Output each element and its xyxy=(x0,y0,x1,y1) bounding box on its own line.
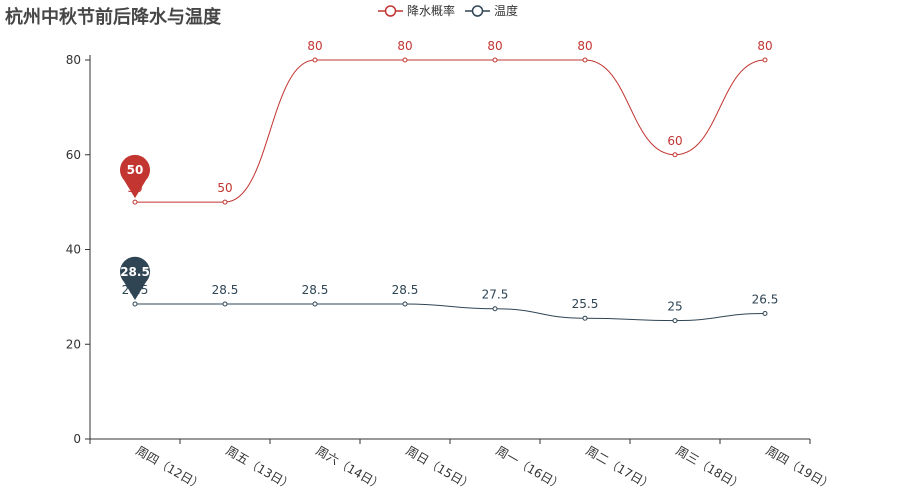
data-label: 28.5 xyxy=(392,283,419,297)
data-point xyxy=(672,318,678,324)
data-label: 50 xyxy=(217,181,232,195)
data-label: 80 xyxy=(757,39,772,53)
y-tick-label: 60 xyxy=(66,148,81,162)
legend-swatch-temperature xyxy=(465,4,491,17)
x-tick-label: 周五（13日） xyxy=(224,443,296,493)
data-point xyxy=(222,301,228,307)
x-tick-label: 周日（15日） xyxy=(404,443,476,493)
x-tick-label: 周一（16日） xyxy=(494,443,566,493)
data-point xyxy=(492,306,498,312)
data-label: 25 xyxy=(667,300,682,314)
y-tick-label: 0 xyxy=(73,432,81,446)
data-label: 25.5 xyxy=(572,297,599,311)
x-tick-label: 周六（14日） xyxy=(314,443,386,493)
data-label: 26.5 xyxy=(752,292,779,306)
data-label: 28.5 xyxy=(302,283,329,297)
data-label: 80 xyxy=(577,39,592,53)
legend: 降水概率 温度 xyxy=(378,2,518,19)
data-label: 80 xyxy=(397,39,412,53)
data-point xyxy=(762,57,768,63)
data-point xyxy=(402,301,408,307)
x-tick-label: 周四（19日） xyxy=(764,443,836,493)
data-point xyxy=(312,301,318,307)
data-point xyxy=(402,57,408,63)
mark-pin-label: 50 xyxy=(127,163,144,177)
data-point xyxy=(312,57,318,63)
data-point xyxy=(762,310,768,316)
y-tick-label: 80 xyxy=(66,53,81,67)
x-tick-label: 周四（12日） xyxy=(134,443,206,493)
data-point xyxy=(582,57,588,63)
data-point xyxy=(492,57,498,63)
data-label: 80 xyxy=(307,39,322,53)
y-tick-label: 20 xyxy=(66,337,81,351)
data-point xyxy=(132,199,138,205)
data-label: 28.5 xyxy=(212,283,239,297)
x-tick-label: 周三（18日） xyxy=(674,443,746,493)
legend-label-precipitation: 降水概率 xyxy=(407,4,456,18)
legend-item-temperature[interactable]: 温度 xyxy=(465,2,518,19)
mark-pin-1 xyxy=(120,256,150,300)
series-line-1 xyxy=(135,303,766,322)
mark-pin-0 xyxy=(120,154,150,199)
y-tick-label: 40 xyxy=(66,243,81,257)
legend-label-temperature: 温度 xyxy=(494,4,519,18)
data-label: 80 xyxy=(487,39,502,53)
legend-item-precipitation[interactable]: 降水概率 xyxy=(378,2,455,19)
data-label: 60 xyxy=(667,134,682,148)
data-point xyxy=(222,199,228,205)
legend-swatch-precipitation xyxy=(378,4,403,17)
data-point xyxy=(132,301,138,307)
chart-title: 杭州中秋节前后降水与温度 xyxy=(5,7,221,28)
data-point xyxy=(672,152,678,158)
data-label: 27.5 xyxy=(482,288,509,302)
data-point xyxy=(582,315,588,321)
mark-pin-label: 28.5 xyxy=(120,265,150,279)
x-tick-label: 周二（17日） xyxy=(584,443,656,493)
